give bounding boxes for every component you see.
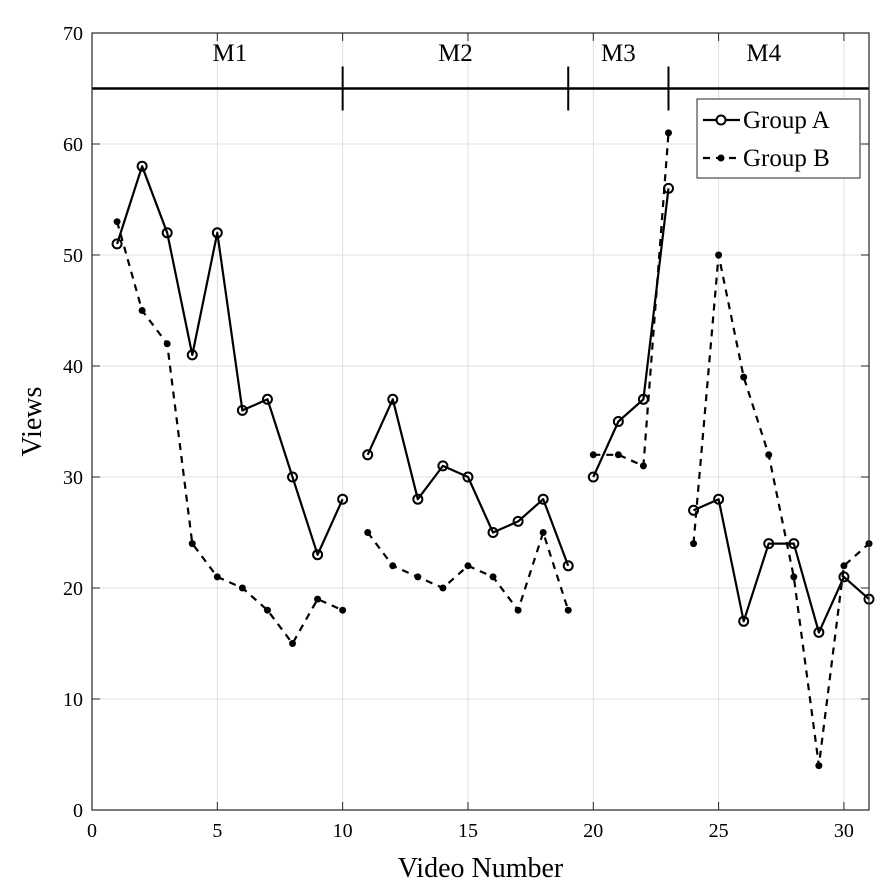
y-tick-label: 60: [63, 134, 83, 156]
data-point: [562, 560, 574, 572]
data-point: [763, 538, 775, 550]
data-point: [690, 540, 698, 548]
data-point: [163, 340, 171, 348]
x-tick-label: 0: [87, 820, 97, 842]
y-tick-label: 20: [63, 578, 83, 600]
y-tick-label: 10: [63, 689, 83, 711]
x-tick-label: 25: [709, 820, 729, 842]
legend-marker: [715, 114, 727, 126]
module-label: M2: [438, 40, 473, 67]
series-group-a: [111, 160, 875, 638]
grid: [92, 33, 869, 810]
y-tick-label: 50: [63, 245, 83, 267]
legend-label-group-a: Group A: [743, 107, 830, 134]
data-point: [589, 451, 597, 459]
data-point: [587, 471, 599, 483]
data-point: [339, 606, 347, 614]
data-point: [688, 504, 700, 516]
data-point: [840, 562, 848, 570]
series-group-b: [113, 129, 873, 770]
series-line: [693, 498, 870, 634]
data-point: [813, 626, 825, 638]
series-line: [366, 398, 570, 567]
data-point: [790, 573, 798, 581]
data-point: [612, 416, 624, 427]
data-point: [437, 460, 449, 472]
data-point: [111, 238, 123, 250]
data-point: [337, 493, 349, 505]
data-point: [364, 529, 372, 536]
y-tick-label: 30: [63, 467, 83, 489]
data-point: [740, 373, 748, 381]
y-tick-label: 40: [63, 356, 83, 378]
data-point: [788, 538, 800, 550]
module-label: M3: [601, 40, 636, 67]
legend-label-group-b: Group B: [743, 145, 830, 172]
x-tick-label: 10: [333, 820, 353, 842]
data-point: [715, 251, 723, 259]
y-tick-label: 0: [73, 800, 83, 822]
data-point: [487, 527, 499, 538]
data-point: [537, 493, 549, 505]
data-point: [664, 129, 672, 137]
data-point: [161, 227, 173, 239]
data-point: [462, 471, 474, 483]
data-point: [188, 540, 196, 548]
x-axis-title: Video Number: [398, 853, 564, 884]
y-axis-title: Views: [17, 387, 48, 457]
data-point: [512, 515, 524, 527]
series: [111, 129, 875, 770]
module-bar: M1 M2 M3 M4: [92, 40, 869, 111]
data-point: [236, 404, 248, 416]
data-point: [312, 549, 324, 561]
data-point: [289, 640, 297, 647]
data-point: [213, 573, 221, 581]
series-line: [692, 253, 870, 767]
data-point: [738, 615, 750, 627]
data-point: [287, 471, 299, 483]
data-point: [639, 462, 647, 470]
data-point: [314, 595, 322, 603]
data-point: [387, 393, 399, 405]
data-point: [765, 451, 773, 459]
data-point: [464, 562, 472, 570]
data-point: [136, 160, 148, 172]
data-point: [412, 493, 424, 505]
legend-marker: [717, 154, 725, 162]
data-point: [211, 227, 223, 239]
data-point: [439, 584, 447, 592]
data-point: [263, 606, 271, 614]
data-point: [614, 451, 622, 459]
data-point: [261, 393, 273, 405]
data-point: [514, 606, 522, 614]
y-tick-label: 70: [63, 23, 83, 45]
data-point: [389, 562, 397, 570]
data-point: [362, 449, 374, 461]
data-point: [414, 573, 422, 581]
data-point: [539, 529, 547, 536]
data-point: [564, 606, 572, 614]
data-point: [489, 573, 497, 581]
data-point: [113, 218, 121, 226]
plot-frame: [91, 32, 870, 811]
x-tick-label: 30: [834, 820, 854, 842]
module-label: M1: [212, 40, 247, 67]
x-tick-label: 20: [583, 820, 603, 842]
legend-box: [696, 98, 861, 179]
tick-labels: 0 5 10 15 20 25 30 0 10 20 30 40 50 60 70: [63, 23, 854, 842]
x-tick-label: 5: [212, 820, 222, 842]
module-label: M4: [746, 40, 781, 67]
data-point: [138, 307, 146, 314]
series-line: [116, 165, 344, 556]
data-point: [815, 762, 823, 770]
x-tick-label: 15: [458, 820, 478, 842]
data-point: [713, 493, 725, 505]
data-point: [238, 584, 246, 592]
legend: Group A Group B: [696, 98, 861, 179]
data-point: [186, 349, 198, 361]
series-line: [116, 221, 344, 645]
